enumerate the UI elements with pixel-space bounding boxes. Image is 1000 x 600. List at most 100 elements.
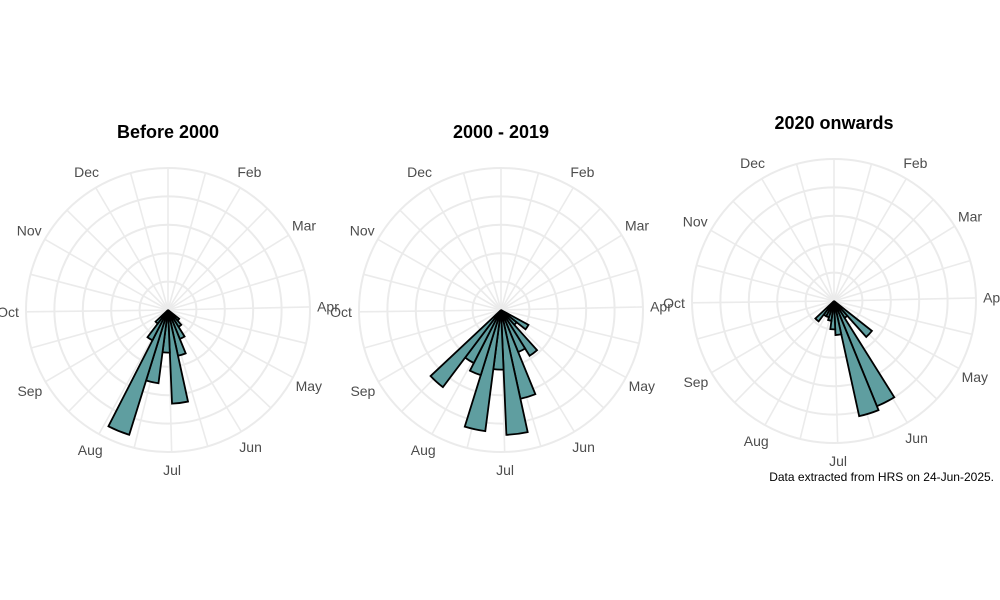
grid-spoke-4 [500, 207, 601, 311]
panel-title: Before 2000 [117, 122, 219, 142]
grid-spoke-4 [167, 207, 268, 311]
month-tick-label: May [962, 369, 988, 385]
grid-spoke-17 [45, 309, 169, 383]
grid-spoke-6 [167, 268, 305, 311]
grid-spoke-10 [500, 309, 605, 409]
grid-spoke-5 [833, 225, 956, 302]
month-tick-label: Oct [663, 295, 685, 311]
rose-panel-2000-2019: 2000 - 2019 Dec Feb Mar Apr May Jun Jul Aug Sep O… [330, 122, 672, 478]
grid-spoke-19 [26, 309, 169, 313]
grid-spoke-14 [799, 300, 835, 440]
month-tick-label: Apr [983, 290, 1000, 306]
source-caption: Data extracted from HRS on 24-Jun-2025. [769, 470, 994, 484]
month-tick-label: Dec [407, 164, 432, 180]
grid-spoke-8 [833, 300, 973, 336]
grid-spoke-8 [500, 309, 640, 345]
grid-spoke-2 [500, 172, 540, 311]
grid-spoke-21 [44, 238, 169, 311]
grid-spoke-20 [30, 273, 169, 311]
month-tick-label: May [296, 378, 322, 394]
grid-spoke-2 [833, 163, 873, 302]
month-tick-label: Oct [0, 304, 19, 320]
grid-spoke-9 [167, 309, 294, 379]
rose-bar-3 [500, 309, 539, 357]
grid-spoke-19 [692, 300, 835, 304]
month-tick-label: May [629, 378, 655, 394]
grid-spoke-4 [833, 198, 934, 302]
grid-spoke-10 [167, 309, 272, 409]
month-tick-label: Nov [17, 222, 42, 238]
month-tick-label: Nov [683, 213, 708, 229]
grid-spoke-22 [399, 209, 502, 311]
grid-spoke-19 [359, 309, 502, 313]
grid-spoke-20 [696, 264, 835, 302]
grid-spoke-20 [363, 273, 502, 311]
grid-spoke-7 [167, 306, 310, 311]
month-tick-label: Dec [740, 155, 765, 171]
panel-title: 2020 onwards [774, 113, 893, 133]
rose-bar-10 [154, 309, 169, 325]
rose-bar-6 [500, 309, 529, 436]
grid-spoke-3 [167, 187, 241, 311]
grid-spoke-8 [167, 309, 307, 345]
grid-spoke-22 [732, 200, 835, 302]
month-tick-label: Sep [683, 374, 708, 390]
month-tick-label: Apr [317, 299, 339, 315]
rose-panel-before-2000: Before 2000 Dec Feb Mar Apr May Jun Jul Aug Sep O… [0, 122, 339, 478]
panel-title: 2000 - 2019 [453, 122, 549, 142]
grid-spoke-17 [378, 309, 502, 383]
grid-spoke-24 [795, 163, 835, 302]
grid-spoke-5 [167, 234, 290, 311]
month-tick-label: Feb [237, 164, 261, 180]
month-tick-label: Jun [572, 439, 595, 455]
month-tick-label: Nov [350, 222, 375, 238]
month-tick-label: Mar [292, 218, 316, 234]
grid-spoke-18 [696, 300, 835, 340]
rose-bar-8 [107, 309, 169, 436]
grid-spoke-23 [95, 187, 169, 311]
grid-spoke-24 [129, 172, 169, 311]
month-tick-label: Oct [330, 304, 352, 320]
grid-spoke-22 [66, 209, 169, 311]
month-tick-label: Sep [17, 383, 42, 399]
grid-spoke-3 [833, 178, 907, 302]
month-tick-label: Aug [78, 442, 103, 458]
rose-bar-5 [167, 309, 190, 405]
grid-spoke-21 [710, 229, 835, 302]
month-tick-label: Jul [829, 453, 847, 469]
grid-spoke-18 [363, 309, 502, 349]
rose-bar-11 [429, 309, 502, 389]
grid-spoke-9 [833, 300, 960, 370]
grid-spoke-24 [462, 172, 502, 311]
month-tick-label: Aug [744, 433, 769, 449]
grid-spoke-21 [377, 238, 502, 311]
month-tick-label: Feb [570, 164, 594, 180]
month-tick-label: Jul [496, 462, 514, 478]
month-tick-label: Feb [903, 155, 927, 171]
rose-bar-1 [833, 300, 874, 339]
month-tick-label: Mar [958, 209, 982, 225]
month-tick-label: Apr [650, 299, 672, 315]
grid-spoke-7 [500, 306, 643, 311]
month-tick-label: Jun [905, 430, 928, 446]
grid-spoke-3 [500, 187, 574, 311]
grid-spoke-6 [500, 268, 638, 311]
grid-spoke-23 [428, 187, 502, 311]
grid-spoke-7 [833, 297, 976, 302]
rose-panel-2020-onwards: 2020 onwards Dec Feb Mar Apr May Jun Jul Aug Sep… [663, 113, 1000, 469]
grid-spoke-18 [30, 309, 169, 349]
grid-spoke-16 [68, 309, 169, 413]
rose-bar-10 [814, 300, 835, 323]
grid-spoke-23 [761, 178, 835, 302]
month-tick-label: Dec [74, 164, 99, 180]
month-tick-label: Jul [163, 462, 181, 478]
month-tick-label: Jun [239, 439, 262, 455]
grid-spoke-6 [833, 259, 971, 302]
month-tick-label: Sep [350, 383, 375, 399]
month-tick-label: Aug [411, 442, 436, 458]
grid-spoke-5 [500, 234, 623, 311]
rose-bar-4 [833, 300, 880, 418]
grid-spoke-2 [167, 172, 207, 311]
grid-spoke-15 [764, 300, 835, 426]
